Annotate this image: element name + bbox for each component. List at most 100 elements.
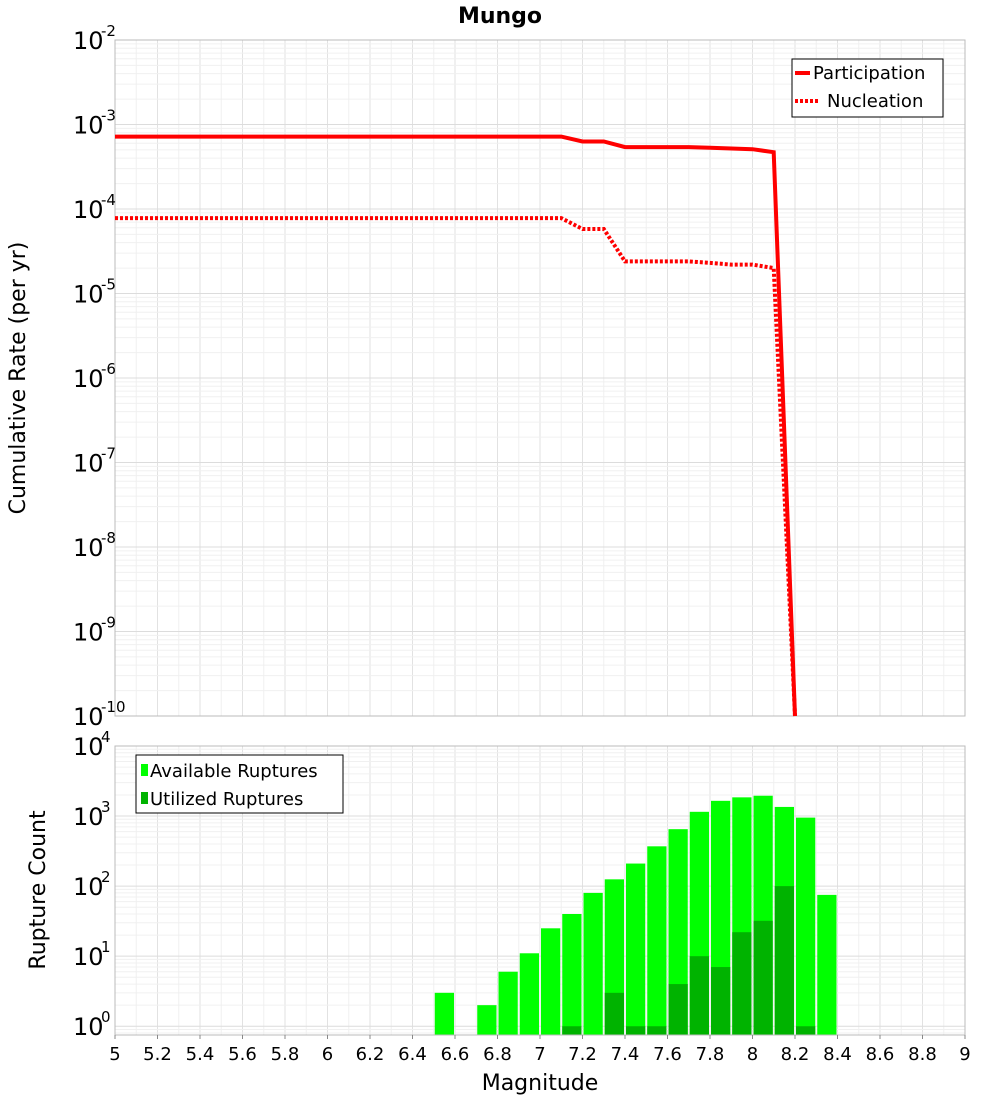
rate-y-tick-exponent: -2	[101, 22, 116, 40]
rate-y-tick-base: 10	[73, 365, 104, 393]
x-tick-label: 5.6	[228, 1044, 257, 1065]
x-tick-label: 7.2	[568, 1044, 597, 1065]
available-ruptures-bar	[626, 863, 646, 1035]
x-tick-label: 8.4	[823, 1044, 852, 1065]
rate-y-tick-exponent: -5	[101, 276, 116, 294]
count-y-axis-title: Rupture Count	[26, 810, 51, 970]
rate-y-tick: 10-9	[73, 614, 116, 647]
x-tick-label: 5.4	[186, 1044, 215, 1065]
rate-y-tick: 10-7	[73, 445, 116, 478]
x-tick-label: 5.2	[143, 1044, 172, 1065]
nucleation-legend-label: Nucleation	[827, 91, 923, 112]
x-tick-label: 5	[109, 1044, 120, 1065]
x-tick-label: 7.4	[611, 1044, 640, 1065]
count-y-tick-base: 10	[73, 803, 104, 831]
count-y-tick: 104	[73, 728, 111, 761]
rate-y-tick: 10-2	[73, 22, 116, 55]
x-axis-ticks: 5 5.2 5.4 5.6 5.8 6 6.2 6.4 6.6 6.8 7 7.2 7.4 7.6 7.8 8…	[109, 1035, 971, 1065]
rate-y-tick-base: 10	[73, 619, 104, 647]
rate-y-tick-exponent: -9	[101, 614, 116, 632]
x-tick-label: 6.6	[441, 1044, 470, 1065]
x-tick-label: 6	[322, 1044, 333, 1065]
rate-y-tick-base: 10	[73, 534, 104, 562]
rate-y-tick-exponent: -3	[101, 107, 116, 125]
rate-y-tick-base: 10	[73, 196, 104, 224]
rate-series	[115, 134, 797, 717]
x-tick-label: 8	[747, 1044, 758, 1065]
utilized-ruptures-bar	[689, 956, 709, 1035]
rate-y-tick-base: 10	[73, 112, 104, 140]
count-y-tick-exponent: 4	[101, 728, 111, 746]
x-tick-label: 6.4	[398, 1044, 427, 1065]
available-legend-swatch	[141, 764, 148, 776]
rate-y-tick-exponent: -6	[101, 360, 116, 378]
available-ruptures-bar	[562, 914, 582, 1035]
x-tick-label: 9	[959, 1044, 970, 1065]
utilized-ruptures-bar	[604, 992, 624, 1035]
rate-y-tick-exponent: -10	[101, 698, 126, 716]
utilized-ruptures-bar	[647, 1026, 667, 1035]
x-tick-label: 8.8	[908, 1044, 937, 1065]
x-tick-label: 6.2	[356, 1044, 385, 1065]
available-ruptures-bar	[541, 928, 561, 1035]
rate-y-tick: 10-5	[73, 276, 116, 309]
x-tick-label: 8.2	[781, 1044, 810, 1065]
utilized-ruptures-bar	[626, 1026, 646, 1035]
available-ruptures-bar	[817, 894, 837, 1035]
rate-y-tick: 10-10	[73, 698, 126, 731]
chart-title: Mungo	[458, 4, 542, 29]
x-axis-title: Magnitude	[482, 1071, 599, 1096]
rate-legend: Participation Nucleation	[791, 58, 944, 118]
x-tick-label: 7	[534, 1044, 545, 1065]
participation-line	[115, 134, 797, 717]
utilized-ruptures-bar	[562, 1026, 582, 1035]
rate-y-tick: 10-6	[73, 360, 116, 393]
available-legend-label: Available Ruptures	[150, 761, 318, 782]
x-tick-label: 8.6	[866, 1044, 895, 1065]
rate-y-tick: 10-8	[73, 529, 116, 562]
count-bars	[434, 795, 837, 1035]
count-legend-box	[135, 754, 344, 814]
count-y-tick-exponent: 1	[101, 938, 111, 956]
rate-y-tick-base: 10	[73, 703, 104, 731]
utilized-ruptures-bar	[711, 967, 731, 1035]
rate-y-tick-exponent: -7	[101, 445, 116, 463]
available-ruptures-bar	[583, 892, 603, 1035]
nucleation-line	[115, 216, 797, 717]
rate-y-tick: 10-3	[73, 107, 116, 140]
count-y-tick-exponent: 3	[101, 798, 111, 816]
count-y-tick: 100	[73, 1008, 111, 1041]
utilized-ruptures-bar	[668, 984, 688, 1035]
available-ruptures-bar	[519, 953, 539, 1035]
x-tick-label: 7.8	[696, 1044, 725, 1065]
count-y-tick-base: 10	[73, 1013, 104, 1041]
available-ruptures-bar	[647, 846, 667, 1035]
rate-grid	[114, 39, 966, 717]
available-ruptures-bar	[498, 971, 518, 1035]
count-y-tick: 103	[73, 798, 111, 831]
count-y-tick: 101	[73, 938, 111, 971]
available-ruptures-bar	[477, 1005, 497, 1035]
count-y-tick-base: 10	[73, 733, 104, 761]
rate-y-axis-title: Cumulative Rate (per yr)	[6, 242, 31, 515]
rate-y-tick: 10-4	[73, 191, 116, 224]
available-ruptures-bar	[668, 829, 688, 1035]
count-y-tick-exponent: 0	[101, 1008, 111, 1026]
rate-plot-frame	[114, 39, 966, 717]
count-y-tick-base: 10	[73, 873, 104, 901]
rate-y-tick-exponent: -8	[101, 529, 116, 547]
utilized-ruptures-bar	[753, 920, 773, 1035]
rate-y-tick-base: 10	[73, 450, 104, 478]
rate-legend-box	[791, 58, 944, 118]
utilized-ruptures-bar	[732, 932, 752, 1035]
utilized-ruptures-bar	[774, 886, 794, 1035]
available-ruptures-bar	[796, 817, 816, 1035]
x-tick-label: 5.8	[271, 1044, 300, 1065]
rate-y-tick-exponent: -4	[101, 191, 116, 209]
rate-y-tick-base: 10	[73, 27, 104, 55]
rate-y-tick-base: 10	[73, 281, 104, 309]
count-y-tick-base: 10	[73, 943, 104, 971]
